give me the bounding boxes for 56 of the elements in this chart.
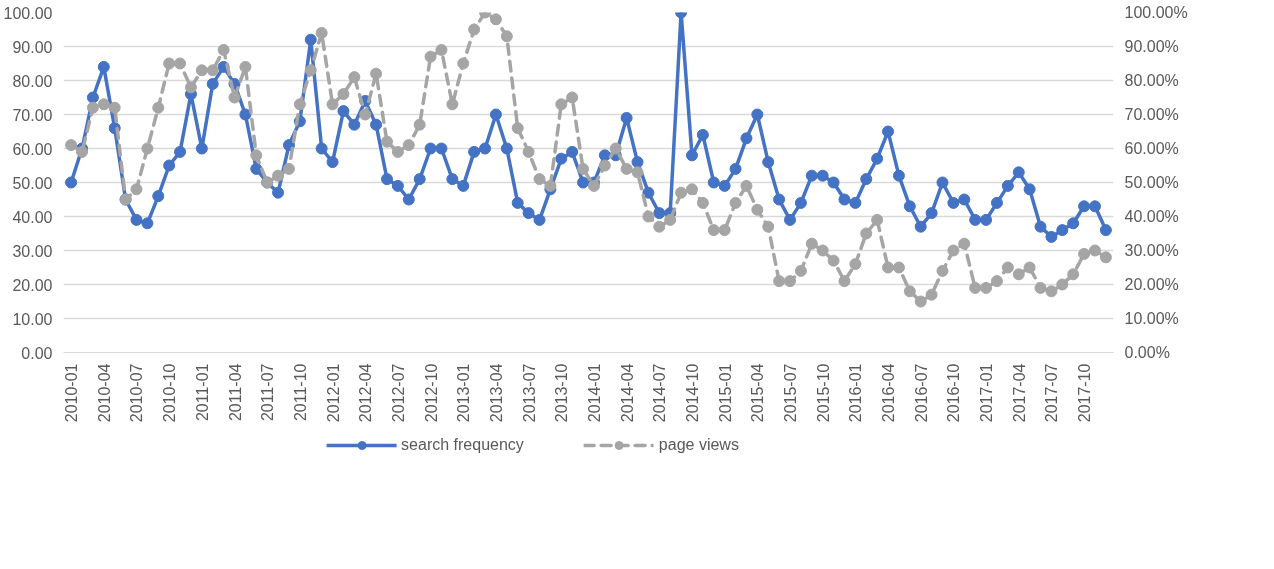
x-tick-label: 2013-10 — [553, 363, 571, 423]
x-tick-label: 2016-04 — [880, 363, 898, 423]
y-tick-label: 0.00 — [21, 344, 53, 362]
y-tick-label: 10.00 — [12, 310, 53, 328]
y2-tick-label: 30.00% — [1124, 242, 1179, 259]
x-tick-label: 2014-01 — [585, 363, 603, 423]
y2-tick-label: 20.00% — [1124, 276, 1179, 293]
x-tick-label: 2014-07 — [651, 363, 669, 423]
y-tick-label: 60.00 — [12, 140, 53, 158]
x-tick-label: 2015-01 — [716, 363, 734, 423]
x-tick-label: 2013-04 — [487, 363, 505, 423]
x-tick-label: 2015-10 — [814, 363, 832, 423]
y-tick-label: 100.00 — [3, 4, 53, 22]
x-tick-label: 2015-07 — [782, 363, 799, 423]
y2-tick-label: 0.00% — [1124, 344, 1170, 361]
y-tick-label: 40.00 — [12, 208, 53, 226]
x-tick-label: 2017-07 — [1043, 363, 1061, 423]
legend-label: page views — [658, 436, 739, 454]
y2-tick-label: 10.00% — [1124, 310, 1179, 327]
x-tick-label: 2016-07 — [912, 363, 930, 423]
x-tick-label: 2010-01 — [63, 363, 81, 423]
x-tick-label: 2016-10 — [945, 363, 963, 423]
x-tick-label: 2011-10 — [291, 363, 309, 422]
y2-tick-label: 70.00% — [1124, 106, 1179, 123]
x-tick-label: 2014-04 — [618, 363, 636, 423]
x-tick-label: 2014-10 — [683, 363, 701, 423]
legend-label: search frequency — [401, 436, 524, 454]
x-tick-label: 2010-07 — [128, 363, 146, 423]
y2-tick-label: 40.00% — [1124, 208, 1179, 225]
x-tick-label: 2011-01 — [193, 363, 211, 422]
x-tick-label: 2011-04 — [226, 363, 244, 422]
x-tick-label: 2016-01 — [847, 363, 865, 423]
x-tick-label: 2012-01 — [324, 363, 342, 423]
y2-tick-label: 90.00% — [1124, 38, 1179, 55]
y2-tick-label: 80.00% — [1124, 72, 1179, 89]
x-tick-label: 2010-04 — [95, 363, 113, 423]
x-tick-label: 2017-10 — [1076, 363, 1094, 423]
y-tick-label: 70.00 — [12, 106, 53, 124]
y2-tick-label: 50.00% — [1124, 174, 1179, 191]
x-tick-label: 2011-07 — [259, 363, 277, 422]
x-tick-label: 2010-10 — [161, 363, 179, 423]
y2-tick-label: 60.00% — [1124, 140, 1179, 157]
y-tick-label: 90.00 — [12, 38, 53, 56]
x-tick-label: 2015-04 — [749, 363, 767, 423]
x-tick-label: 2012-10 — [422, 363, 440, 423]
x-tick-label: 2017-04 — [1010, 363, 1028, 423]
y-tick-label: 20.00 — [12, 276, 53, 294]
y-tick-label: 80.00 — [12, 72, 53, 90]
y-tick-label: 50.00 — [12, 174, 53, 192]
y-tick-label: 30.00 — [12, 242, 53, 260]
x-tick-label: 2013-07 — [520, 363, 538, 423]
x-tick-label: 2013-01 — [455, 363, 473, 423]
x-tick-label: 2017-01 — [978, 363, 996, 423]
x-tick-label: 2012-04 — [357, 363, 375, 423]
y2-tick-label: 100.00% — [1124, 4, 1188, 21]
x-tick-label: 2012-07 — [389, 363, 407, 423]
